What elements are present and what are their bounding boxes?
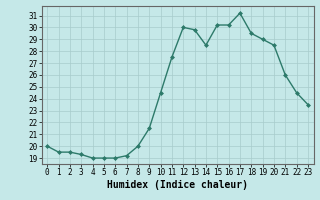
X-axis label: Humidex (Indice chaleur): Humidex (Indice chaleur) bbox=[107, 180, 248, 190]
